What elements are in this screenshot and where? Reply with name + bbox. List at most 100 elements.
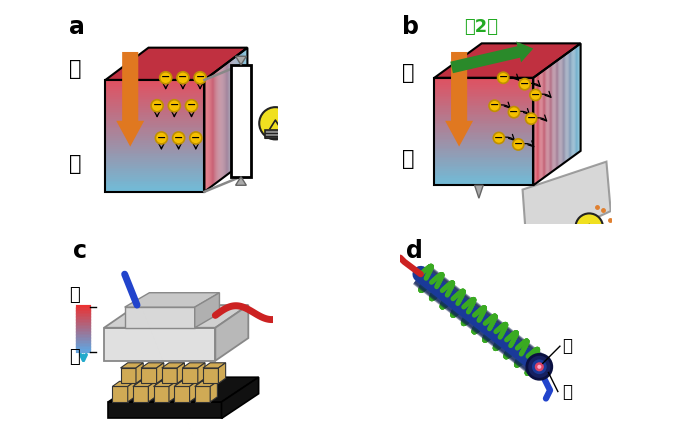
- Polygon shape: [546, 68, 547, 176]
- Polygon shape: [105, 106, 205, 108]
- Polygon shape: [435, 94, 533, 96]
- Polygon shape: [435, 184, 533, 185]
- Polygon shape: [182, 363, 205, 368]
- Polygon shape: [105, 149, 205, 151]
- Text: −: −: [509, 107, 519, 117]
- Circle shape: [177, 72, 189, 84]
- Polygon shape: [575, 47, 576, 155]
- Polygon shape: [545, 68, 546, 177]
- Polygon shape: [235, 177, 246, 185]
- Polygon shape: [435, 159, 533, 160]
- Polygon shape: [198, 363, 205, 383]
- Polygon shape: [549, 66, 550, 174]
- Polygon shape: [435, 43, 581, 78]
- Polygon shape: [105, 93, 205, 95]
- FancyArrow shape: [450, 42, 533, 73]
- Polygon shape: [105, 138, 205, 140]
- Polygon shape: [108, 402, 222, 418]
- Polygon shape: [224, 65, 225, 177]
- Text: 冷: 冷: [69, 348, 80, 366]
- Polygon shape: [544, 69, 545, 177]
- Polygon shape: [108, 377, 258, 402]
- Polygon shape: [435, 178, 533, 180]
- Polygon shape: [435, 134, 533, 135]
- Polygon shape: [541, 71, 543, 179]
- Polygon shape: [538, 73, 539, 182]
- Polygon shape: [231, 59, 233, 172]
- Polygon shape: [435, 153, 533, 155]
- Polygon shape: [162, 368, 177, 383]
- Polygon shape: [566, 53, 568, 161]
- Polygon shape: [435, 87, 533, 89]
- Polygon shape: [105, 136, 205, 138]
- Polygon shape: [435, 90, 533, 92]
- Text: −: −: [161, 72, 171, 82]
- Polygon shape: [233, 57, 235, 170]
- Polygon shape: [563, 56, 564, 164]
- Polygon shape: [578, 44, 579, 153]
- Polygon shape: [105, 89, 205, 91]
- Polygon shape: [435, 137, 533, 139]
- Polygon shape: [573, 47, 575, 156]
- Polygon shape: [174, 381, 197, 387]
- Polygon shape: [105, 134, 205, 136]
- Polygon shape: [435, 103, 533, 105]
- Circle shape: [194, 72, 206, 84]
- Text: −: −: [195, 72, 205, 82]
- Polygon shape: [576, 46, 577, 154]
- Circle shape: [155, 132, 167, 144]
- Polygon shape: [214, 72, 215, 185]
- Polygon shape: [571, 49, 573, 158]
- Text: 熱: 熱: [69, 286, 80, 304]
- Polygon shape: [570, 50, 571, 159]
- Polygon shape: [435, 139, 533, 141]
- Polygon shape: [105, 142, 205, 143]
- Polygon shape: [105, 121, 205, 123]
- Polygon shape: [190, 381, 197, 402]
- Polygon shape: [105, 143, 205, 145]
- Polygon shape: [194, 387, 210, 402]
- Polygon shape: [435, 89, 533, 90]
- Polygon shape: [435, 78, 533, 80]
- Polygon shape: [205, 78, 207, 191]
- Polygon shape: [435, 173, 533, 175]
- Polygon shape: [210, 75, 211, 188]
- Text: −: −: [191, 133, 201, 142]
- Polygon shape: [435, 125, 533, 126]
- Text: −: −: [178, 72, 188, 82]
- Polygon shape: [237, 55, 238, 168]
- Text: −: −: [152, 100, 162, 110]
- Polygon shape: [435, 99, 533, 101]
- Polygon shape: [133, 381, 156, 387]
- Text: 熱: 熱: [402, 64, 415, 83]
- Polygon shape: [435, 162, 533, 164]
- Polygon shape: [105, 158, 205, 160]
- Polygon shape: [105, 179, 205, 181]
- Polygon shape: [222, 65, 224, 178]
- Polygon shape: [105, 91, 205, 93]
- Polygon shape: [238, 54, 239, 167]
- Polygon shape: [435, 128, 533, 130]
- Polygon shape: [105, 113, 205, 115]
- Polygon shape: [105, 160, 205, 162]
- Polygon shape: [435, 80, 533, 82]
- Text: 冷: 冷: [402, 150, 415, 169]
- FancyArrow shape: [445, 52, 473, 146]
- Circle shape: [537, 365, 541, 369]
- Polygon shape: [105, 175, 205, 177]
- Circle shape: [173, 132, 185, 144]
- Polygon shape: [105, 125, 205, 126]
- Text: −: −: [531, 90, 540, 99]
- Polygon shape: [435, 123, 533, 125]
- Circle shape: [519, 79, 530, 90]
- Polygon shape: [435, 144, 533, 146]
- Polygon shape: [105, 104, 205, 106]
- Polygon shape: [120, 368, 136, 383]
- Polygon shape: [105, 166, 205, 168]
- Text: −: −: [156, 133, 166, 142]
- Text: 冷: 冷: [562, 383, 572, 401]
- Polygon shape: [207, 77, 209, 190]
- Polygon shape: [124, 293, 220, 307]
- Polygon shape: [105, 188, 205, 190]
- Circle shape: [530, 90, 541, 100]
